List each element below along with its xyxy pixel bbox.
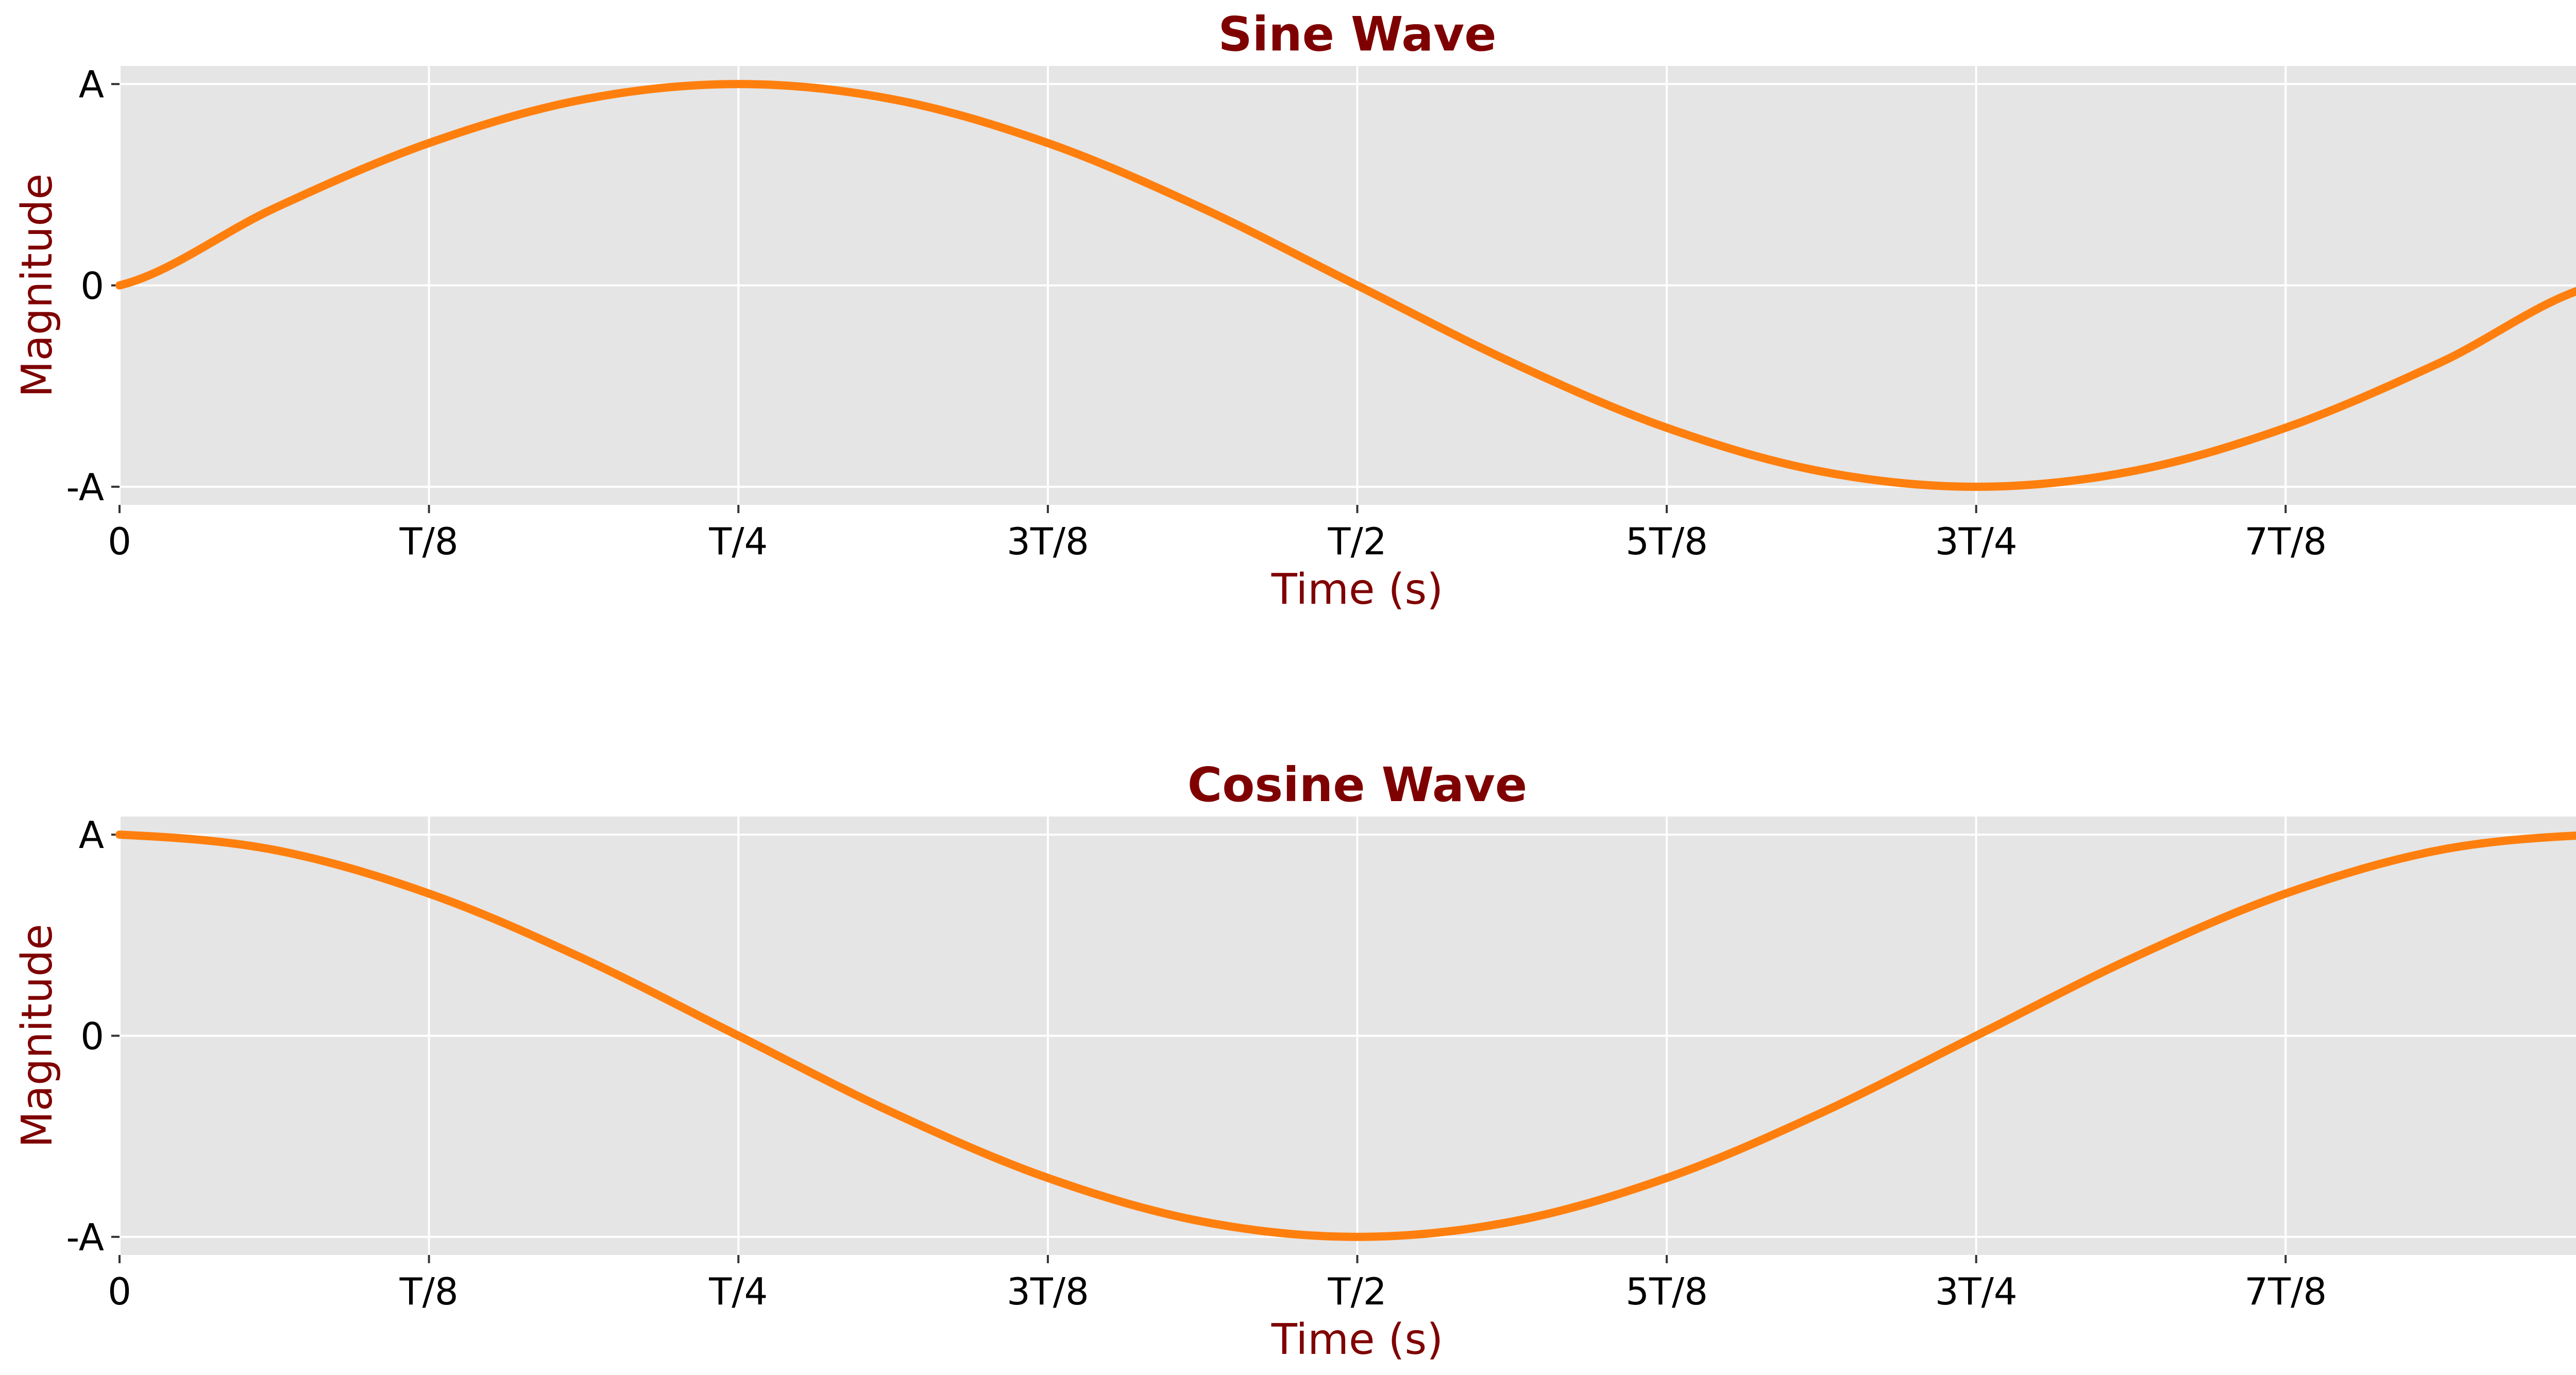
- cosine-wave-plot: 0T/8T/43T/8T/25T/83T/47T/8T-A0A Cosine W…: [13, 757, 2576, 1364]
- axis-ticks: 0T/8T/43T/8T/25T/83T/47T/8T-A0A: [66, 63, 2327, 563]
- sine-wave-plot: 0T/8T/43T/8T/25T/83T/47T/8T-A0A Sine Wav…: [13, 7, 2576, 614]
- y-axis-label: Magnitude: [13, 174, 62, 397]
- x-tick-label: T/8: [399, 1270, 459, 1313]
- y-tick-label: -A: [66, 1216, 104, 1259]
- x-tick-label: 0: [108, 1270, 131, 1313]
- x-tick-label: T/2: [1327, 1270, 1386, 1313]
- x-tick-label: 7T/8: [2244, 1270, 2327, 1313]
- cosine-series-line: [115, 830, 2576, 1241]
- axis-ticks: 0T/8T/43T/8T/25T/83T/47T/8T-A0A: [66, 813, 2327, 1313]
- x-tick-label: 3T/8: [1007, 520, 1089, 563]
- x-tick-label: 7T/8: [2244, 520, 2327, 563]
- y-axis-label: Magnitude: [13, 924, 62, 1147]
- plot-title: Cosine Wave: [1188, 757, 1528, 812]
- y-tick-label: A: [79, 813, 104, 857]
- x-axis-label: Time (s): [1271, 1315, 1443, 1364]
- x-axis-label: Time (s): [1271, 565, 1443, 614]
- x-tick-label: 5T/8: [1625, 1270, 1708, 1313]
- x-tick-label: 3T/8: [1007, 1270, 1089, 1313]
- x-tick-label: T/4: [708, 520, 768, 563]
- x-tick-label: 5T/8: [1625, 520, 1708, 563]
- y-tick-label: A: [79, 63, 104, 106]
- y-tick-label: 0: [80, 264, 104, 308]
- sine-series-line: [115, 80, 2576, 491]
- y-tick-label: 0: [80, 1015, 104, 1058]
- y-tick-label: -A: [66, 466, 104, 509]
- x-tick-label: T/2: [1327, 520, 1386, 563]
- plot-title: Sine Wave: [1218, 7, 1496, 62]
- x-tick-label: T/4: [708, 1270, 768, 1313]
- x-tick-label: 3T/4: [1935, 1270, 2018, 1313]
- x-tick-label: T/8: [399, 520, 459, 563]
- x-tick-label: 0: [108, 520, 131, 563]
- x-tick-label: 3T/4: [1935, 520, 2018, 563]
